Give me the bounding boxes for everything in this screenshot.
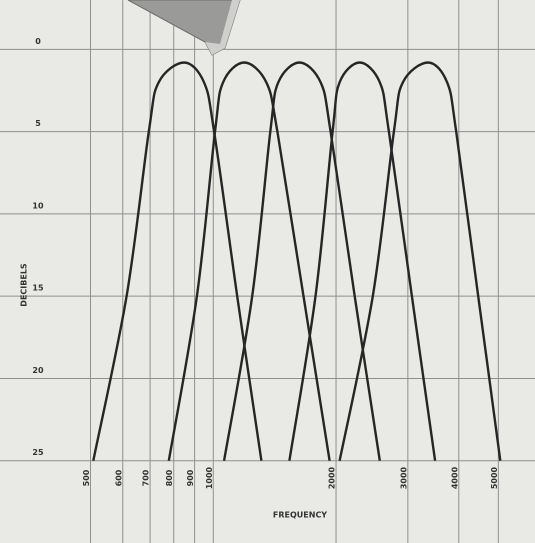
x-tick-label: 800 <box>165 469 174 486</box>
response-curve <box>167 61 331 461</box>
x-tick-label: 5000 <box>490 466 499 489</box>
x-tick-label: 3000 <box>399 466 408 489</box>
y-tick-label: 10 <box>32 201 44 210</box>
y-tick-label: 0 <box>35 37 41 46</box>
x-tick-label: 700 <box>142 469 151 486</box>
x-tick-label: 500 <box>82 469 91 486</box>
x-tick-label: 2000 <box>328 466 337 489</box>
x-tick-label: 4000 <box>450 466 459 489</box>
prism-edge <box>205 0 240 55</box>
x-tick-label: 900 <box>186 469 195 486</box>
response-curve <box>92 61 263 461</box>
x-axis-label: FREQUENCY <box>273 511 327 520</box>
y-tick-label: 15 <box>32 284 44 293</box>
y-tick-label: 20 <box>32 366 44 375</box>
x-tick-label: 1000 <box>205 466 214 489</box>
y-tick-label: 25 <box>32 448 44 457</box>
y-axis-label: DECIBELS <box>20 263 29 307</box>
x-tick-label: 600 <box>114 469 123 486</box>
response-curve <box>338 61 502 461</box>
response-curve <box>288 61 437 461</box>
y-tick-label: 5 <box>35 119 41 128</box>
response-curve <box>222 61 381 461</box>
